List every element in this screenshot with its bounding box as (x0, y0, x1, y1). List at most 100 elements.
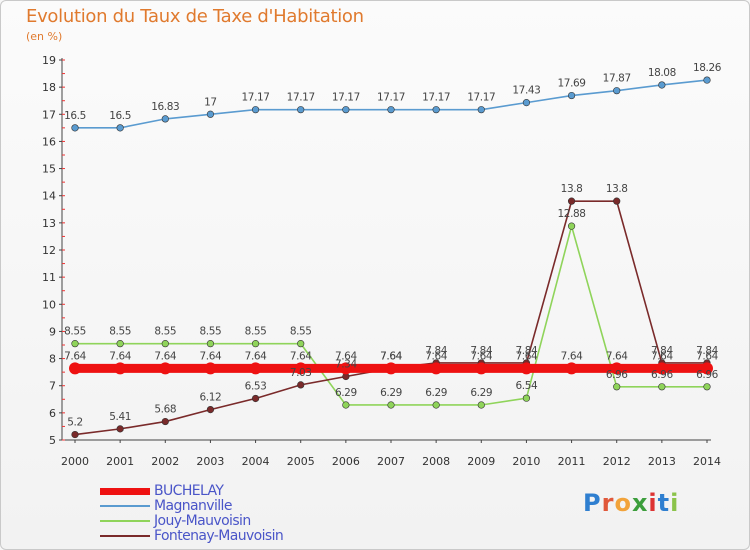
data-label-fontenay-mauvoisin: 7.64 (380, 350, 402, 362)
data-label-buchelay: 7.64 (109, 350, 131, 362)
data-label-fontenay-mauvoisin: 5.41 (109, 411, 131, 423)
logo-letter: o (614, 489, 632, 517)
data-point-jouy-mauvoisin (206, 340, 215, 348)
data-label-buchelay: 7.64 (200, 350, 222, 362)
legend-label-magnanville: Magnanville (154, 498, 232, 514)
x-tick-label: 2007 (377, 455, 405, 468)
logo-letter: i (648, 489, 658, 517)
data-label-magnanville: 17.87 (603, 73, 631, 85)
data-label-fontenay-mauvoisin: 7.84 (425, 345, 447, 357)
data-label-jouy-mauvoisin: 6.96 (651, 369, 673, 381)
data-point-buchelay (204, 362, 217, 375)
x-tick-label: 2012 (603, 455, 631, 468)
data-label-fontenay-mauvoisin: 13.8 (606, 183, 628, 195)
data-label-buchelay: 7.64 (470, 350, 492, 362)
data-label-fontenay-mauvoisin: 7.34 (335, 358, 357, 370)
data-point-jouy-mauvoisin (161, 340, 169, 348)
data-point-jouy-mauvoisin (522, 394, 531, 402)
x-tick-label: 2009 (467, 455, 495, 468)
data-point-magnanville (387, 106, 395, 114)
data-point-buchelay (114, 362, 127, 375)
proxiti-logo: Proxiti (583, 489, 679, 517)
legend: BUCHELAY Magnanville Jouy-Mauvoisin Font… (100, 483, 360, 544)
data-label-buchelay: 7.64 (425, 350, 447, 362)
data-point-jouy-mauvoisin (297, 340, 305, 348)
data-label-magnanville: 17.69 (558, 78, 586, 90)
data-label-buchelay: 7.64 (606, 350, 628, 362)
data-point-magnanville (251, 106, 260, 114)
legend-label-jouy-mauvoisin: Jouy-Mauvoisin (154, 513, 251, 529)
data-point-magnanville (477, 106, 485, 114)
data-label-magnanville: 17.17 (242, 92, 270, 104)
legend-item-jouy-mauvoisin: Jouy-Mauvoisin (100, 513, 360, 529)
y-tick-label: 16 (42, 135, 56, 148)
data-point-magnanville (522, 99, 531, 107)
data-label-buchelay: 7.64 (516, 350, 538, 362)
data-point-fontenay-mauvoisin (161, 417, 169, 426)
data-point-fontenay-mauvoisin (613, 197, 621, 205)
x-tick-label: 2000 (61, 455, 89, 468)
data-label-jouy-mauvoisin: 6.54 (516, 380, 538, 392)
data-point-magnanville (297, 106, 305, 114)
logo-letter: i (670, 489, 680, 517)
data-label-jouy-mauvoisin: 6.29 (335, 387, 357, 399)
data-point-buchelay (249, 362, 262, 375)
y-tick-label: 8 (49, 353, 56, 366)
y-tick-label: 6 (49, 407, 56, 420)
legend-label-buchelay: BUCHELAY (154, 483, 224, 499)
data-label-magnanville: 17.17 (287, 92, 315, 104)
data-label-jouy-mauvoisin: 6.29 (380, 387, 402, 399)
data-point-buchelay (294, 362, 307, 375)
y-tick-label: 15 (42, 163, 56, 176)
data-label-jouy-mauvoisin: 6.96 (606, 369, 628, 381)
data-point-buchelay (69, 362, 81, 375)
data-label-jouy-mauvoisin: 8.55 (109, 326, 131, 338)
logo-letter: P (583, 489, 602, 517)
y-tick-label: 5 (49, 434, 56, 447)
logo-letter: r (601, 489, 615, 517)
data-label-buchelay: 7.64 (696, 350, 718, 362)
data-point-magnanville (161, 115, 169, 123)
data-label-jouy-mauvoisin: 8.55 (64, 326, 86, 338)
data-point-buchelay (339, 362, 352, 375)
data-label-fontenay-mauvoisin: 6.53 (245, 380, 267, 392)
data-point-jouy-mauvoisin (251, 340, 260, 348)
data-point-fontenay-mauvoisin (567, 197, 576, 205)
data-point-buchelay (385, 362, 397, 375)
data-label-fontenay-mauvoisin: 13.8 (561, 183, 583, 195)
data-point-fontenay-mauvoisin (206, 406, 215, 414)
data-point-fontenay-mauvoisin (116, 425, 124, 433)
data-label-buchelay: 7.64 (335, 350, 357, 362)
data-label-jouy-mauvoisin: 6.96 (696, 369, 718, 381)
data-point-jouy-mauvoisin (567, 222, 576, 230)
data-label-buchelay: 7.64 (651, 350, 673, 362)
data-label-fontenay-mauvoisin: 6.12 (200, 392, 222, 404)
data-label-jouy-mauvoisin: 12.88 (558, 208, 586, 220)
y-tick-label: 9 (49, 325, 56, 338)
data-point-jouy-mauvoisin (432, 401, 440, 409)
data-point-magnanville (206, 110, 215, 118)
data-point-jouy-mauvoisin (658, 383, 666, 391)
legend-swatch-jouy-mauvoisin (100, 520, 150, 522)
x-tick-label: 2013 (648, 455, 676, 468)
data-point-buchelay (520, 362, 533, 375)
data-label-magnanville: 16.5 (64, 110, 86, 122)
data-point-magnanville (658, 81, 666, 89)
data-point-buchelay (610, 362, 623, 375)
data-point-magnanville (342, 106, 350, 114)
data-label-magnanville: 16.83 (151, 101, 179, 113)
legend-swatch-magnanville (100, 505, 150, 507)
data-point-buchelay (655, 362, 668, 375)
data-label-fontenay-mauvoisin: 7.84 (516, 345, 538, 357)
data-label-buchelay: 7.64 (64, 350, 86, 362)
data-point-fontenay-mauvoisin (251, 394, 260, 403)
chart-subtitle: (en %) (26, 30, 63, 43)
data-point-jouy-mauvoisin (613, 383, 621, 391)
legend-item-buchelay: BUCHELAY (100, 483, 360, 499)
data-label-magnanville: 17.17 (422, 92, 450, 104)
x-tick-label: 2004 (242, 455, 270, 468)
data-label-magnanville: 17 (204, 96, 217, 108)
series-line-fontenay-mauvoisin (74, 200, 707, 436)
data-point-jouy-mauvoisin (477, 401, 485, 409)
data-point-magnanville (432, 106, 440, 114)
